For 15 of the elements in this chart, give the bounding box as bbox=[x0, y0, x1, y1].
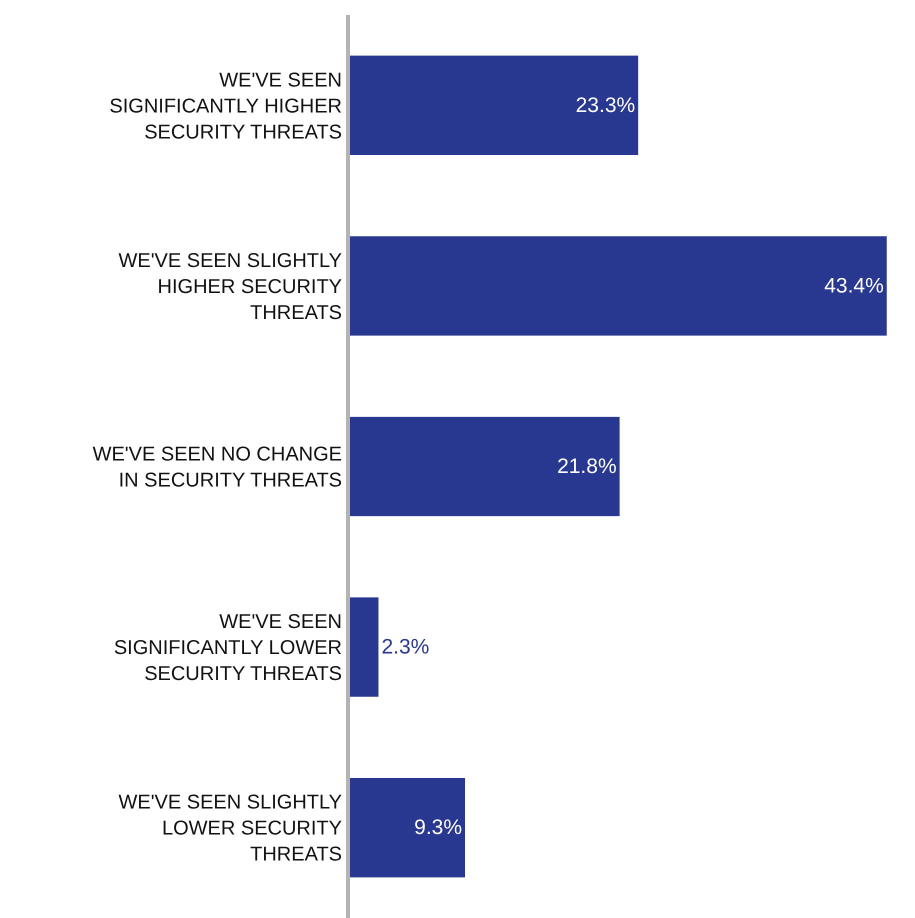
bar bbox=[350, 778, 466, 878]
data-label: 23.3% bbox=[576, 94, 636, 117]
bar bbox=[350, 236, 887, 336]
bar bbox=[350, 416, 620, 516]
data-label: 21.8% bbox=[557, 455, 617, 478]
data-label: 2.3% bbox=[381, 636, 430, 659]
data-label: 9.3% bbox=[414, 816, 462, 840]
y-tick-label: WE'VE SEEN NO CHANGE IN SECURITY THREATS bbox=[92, 444, 342, 492]
y-tick-label: WE'VE SEEN SIGNIFICANTLY HIGHER SECURITY THREATS bbox=[109, 69, 342, 144]
bar bbox=[350, 597, 378, 697]
y-tick-label: WE'VE SEEN SIGNIFICANTLY LOWER SECURITY THREATS bbox=[114, 611, 342, 686]
y-tick-label: WE'VE SEEN SLIGHTLY LOWER SECURITY THREATS bbox=[118, 792, 342, 866]
y-tick-label: WE'VE SEEN SLIGHTLY HIGHER SECURITY THREATS bbox=[118, 250, 342, 324]
bar bbox=[350, 56, 638, 155]
data-label: 43.4% bbox=[824, 274, 884, 298]
